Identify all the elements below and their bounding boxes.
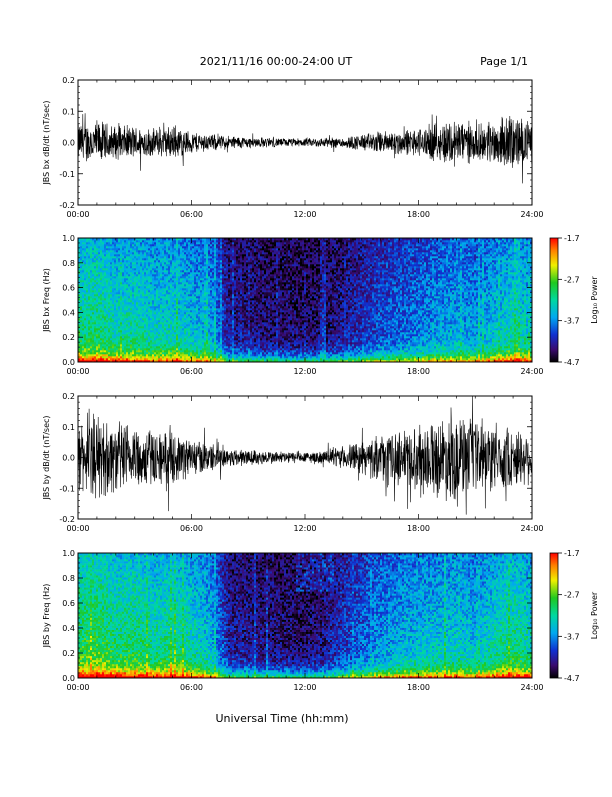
y-tick-label: 0.2 [62,649,75,658]
y-tick-label: 0.0 [62,674,75,683]
y-tick-label: 1.0 [62,234,75,243]
y-tick-label: 0.2 [62,392,75,401]
colorbar-label: Log₁₀ Power [590,276,599,324]
panel-4: -1.7 -2.7 -3.7 -4.7 Log₁₀ Power 1.0 0.8 0.6 0.4 0… [42,549,599,692]
y-tick-label: 0.6 [62,599,75,608]
y-axis-label: JBS by Freq (Hz) [42,584,51,649]
header-page: Page 1/1 [480,55,528,68]
y-tick-label: 0.1 [62,423,75,432]
x-tick-label: 06:00 [180,683,203,692]
colorbar-tick-label: -1.7 [564,549,580,558]
y-tick-label: -0.2 [59,515,75,524]
x-tick-label: 00:00 [66,210,89,219]
x-tick-label: 00:00 [66,367,89,376]
x-tick-label: 24:00 [520,210,543,219]
y-tick-label: 0.6 [62,284,75,293]
x-tick-label: 00:00 [66,524,89,533]
x-tick-label: 18:00 [407,210,430,219]
x-tick-label: 06:00 [180,367,203,376]
signal-trace [78,396,532,515]
spectrogram [78,553,532,678]
y-tick-label: -0.2 [59,201,75,210]
colorbar-tick-label: -1.7 [564,234,580,243]
x-axis-label: Universal Time (hh:mm) [216,712,349,725]
y-tick-label: 0.2 [62,76,75,85]
colorbar [550,553,558,678]
panel-1: 0.2 0.1 0.0 -0.1 -0.200:00 06:00 12:00 18:00 24:… [42,76,544,219]
panel-3: 0.2 0.1 0.0 -0.1 -0.200:00 06:00 12:00 18:00 24:… [42,392,544,533]
colorbar-tick-label: -2.7 [564,591,580,600]
y-tick-label: 0.1 [62,107,75,116]
y-tick-label: -0.1 [59,170,75,179]
header-date-range: 2021/11/16 00:00-24:00 UT [200,55,353,68]
y-tick-label: -0.1 [59,484,75,493]
y-tick-label: 0.2 [62,333,75,342]
colorbar-label: Log₁₀ Power [590,591,599,639]
y-tick-label: 0.4 [62,308,75,317]
colorbar-tick-label: -3.7 [564,632,580,641]
y-tick-label: 0.4 [62,624,75,633]
plot-svg: 2021/11/16 00:00-24:00 UT Page 1/1 Unive… [0,0,612,792]
panel-2: -1.7 -2.7 -3.7 -4.7 Log₁₀ Power 1.0 0.8 0.6 0.4 0… [42,234,599,376]
plot-page: 2021/11/16 00:00-24:00 UT Page 1/1 Unive… [0,0,612,792]
colorbar-tick-label: -2.7 [564,275,580,284]
y-tick-label: 0.8 [62,574,75,583]
x-tick-label: 18:00 [407,524,430,533]
y-axis-label: JBS by dB/dt (nT/sec) [42,415,51,500]
y-tick-label: 0.0 [62,454,75,463]
x-tick-label: 18:00 [407,367,430,376]
x-tick-label: 12:00 [293,210,316,219]
x-tick-label: 00:00 [66,683,89,692]
y-tick-label: 1.0 [62,549,75,558]
y-tick-label: 0.0 [62,139,75,148]
spectrogram [78,238,532,362]
x-tick-label: 12:00 [293,524,316,533]
x-tick-label: 24:00 [520,524,543,533]
y-axis-label: JBS bx Freq (Hz) [42,268,51,333]
y-tick-label: 0.8 [62,259,75,268]
colorbar-tick-label: -4.7 [564,674,580,683]
x-tick-label: 06:00 [180,524,203,533]
x-tick-label: 12:00 [293,367,316,376]
x-tick-label: 24:00 [520,683,543,692]
colorbar-tick-label: -4.7 [564,358,580,367]
x-tick-label: 06:00 [180,210,203,219]
x-tick-label: 24:00 [520,367,543,376]
signal-trace [78,113,532,183]
colorbar [550,238,558,362]
x-tick-label: 12:00 [293,683,316,692]
x-tick-label: 18:00 [407,683,430,692]
y-axis-label: JBS bx dB/dt (nT/sec) [42,100,51,185]
y-tick-label: 0.0 [62,358,75,367]
colorbar-tick-label: -3.7 [564,317,580,326]
